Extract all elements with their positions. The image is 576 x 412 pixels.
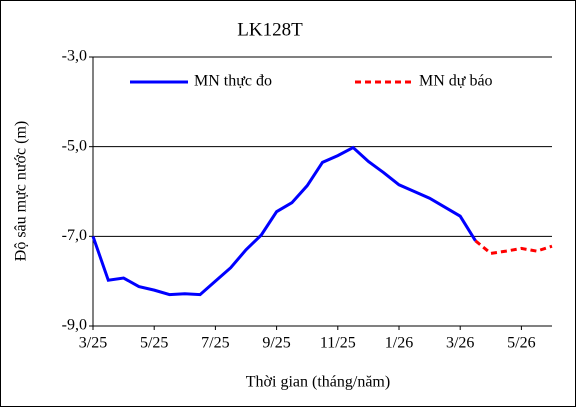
legend-label: MN thực đo xyxy=(194,73,272,90)
y-tick-label: -3,0 xyxy=(62,48,87,65)
y-tick-label: -9,0 xyxy=(62,317,87,334)
x-tick-label: 5/26 xyxy=(507,335,535,352)
y-tick-label: -7,0 xyxy=(62,227,87,244)
x-tick-label: 1/26 xyxy=(385,335,413,352)
series-line xyxy=(474,239,553,255)
y-axis-label: Độ sâu mực nước (m) xyxy=(13,121,30,261)
series-line xyxy=(91,145,477,297)
x-tick-label: 5/25 xyxy=(140,335,168,352)
x-tick-label: 9/25 xyxy=(262,335,290,352)
x-tick-label: 3/25 xyxy=(79,335,107,352)
x-tick-label: 11/25 xyxy=(320,335,356,352)
chart-title: LK128T xyxy=(237,19,303,40)
y-tick-label: -5,0 xyxy=(62,137,87,154)
legend-label: MN dự báo xyxy=(419,73,493,90)
x-axis-label: Thời gian (tháng/năm) xyxy=(246,374,390,391)
x-tick-label: 7/25 xyxy=(201,335,229,352)
x-tick-label: 3/26 xyxy=(446,335,474,352)
